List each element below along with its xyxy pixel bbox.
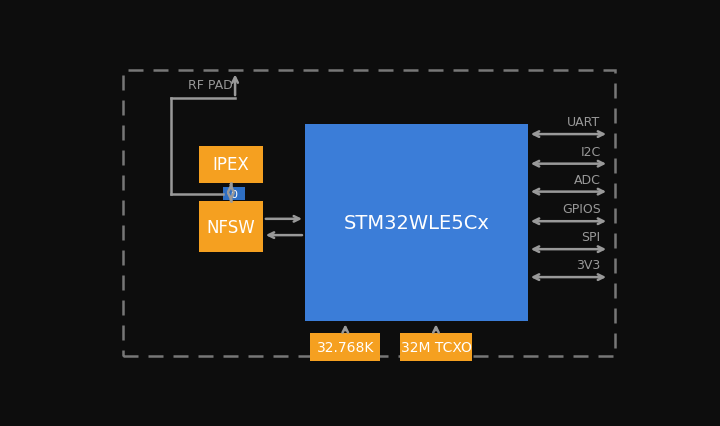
Text: RF PAD: RF PAD [188,79,233,92]
FancyBboxPatch shape [310,333,380,361]
Text: IPEX: IPEX [212,156,249,174]
FancyBboxPatch shape [400,333,472,361]
Text: NFSW: NFSW [207,219,256,236]
Text: I2C: I2C [580,145,600,158]
Text: UART: UART [567,116,600,129]
Text: SPI: SPI [582,231,600,244]
Text: ADC: ADC [574,173,600,186]
FancyBboxPatch shape [305,125,528,322]
Text: 3V3: 3V3 [576,259,600,271]
Text: 32.768K: 32.768K [317,340,374,354]
FancyBboxPatch shape [199,146,263,184]
FancyBboxPatch shape [222,188,245,200]
Text: GPIOS: GPIOS [562,203,600,216]
Text: 32M TCXO: 32M TCXO [400,340,472,354]
Text: STM32WLE5Cx: STM32WLE5Cx [343,214,490,233]
Text: 0: 0 [230,189,238,199]
FancyBboxPatch shape [199,202,263,253]
